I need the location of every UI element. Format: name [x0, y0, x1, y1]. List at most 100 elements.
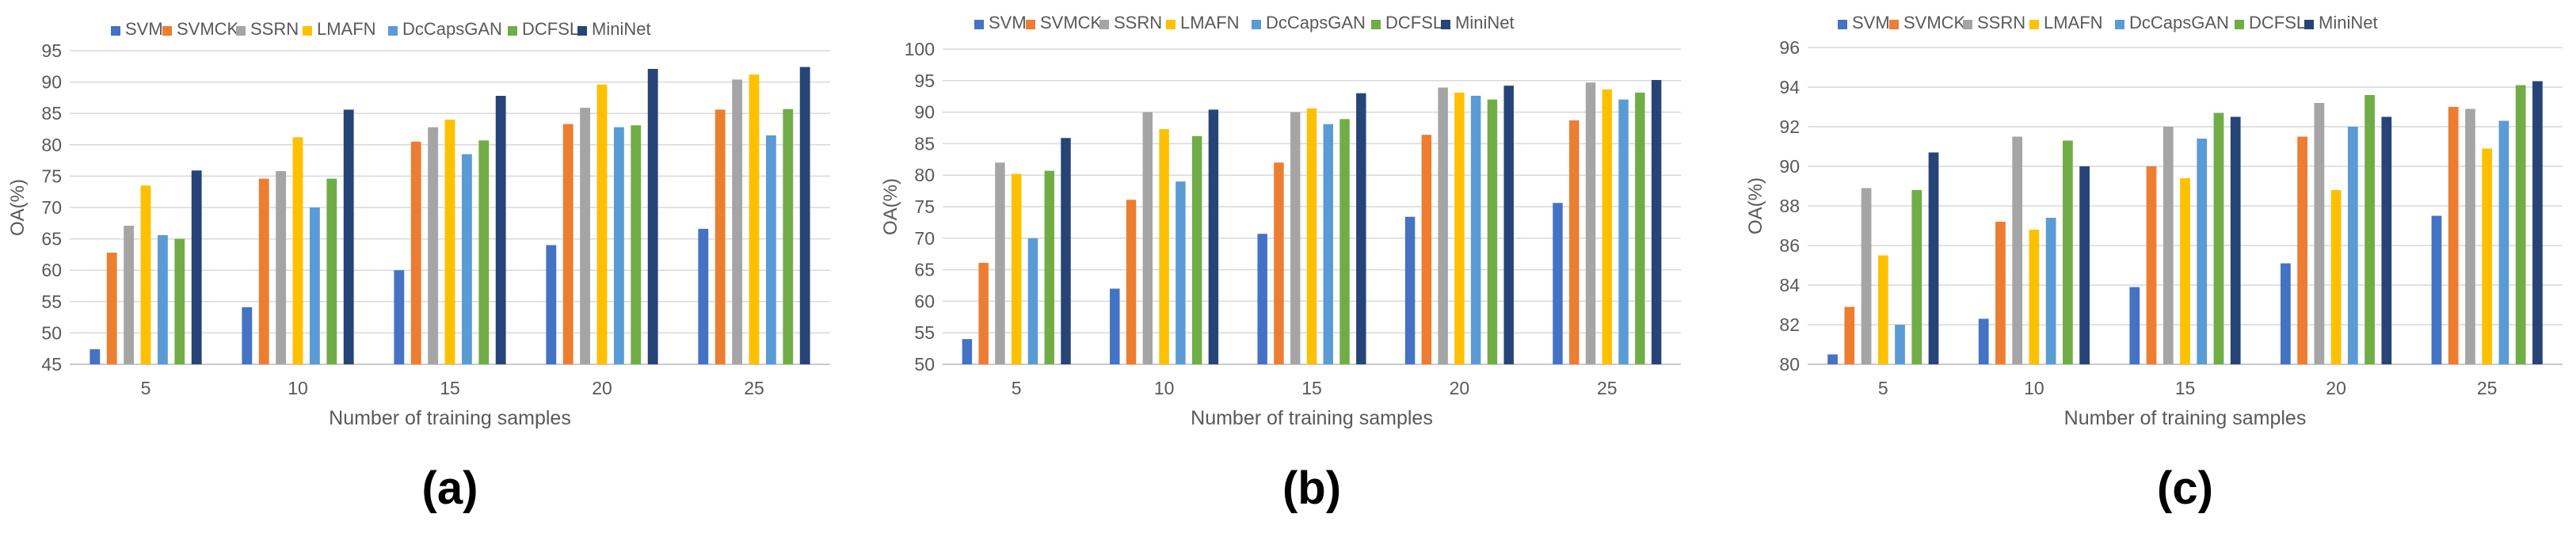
y-tick-label: 55 [41, 291, 62, 312]
legend-label-dcfsl: DCFSL [1385, 13, 1442, 32]
legend-label-svmck: SVMCK [177, 19, 239, 39]
bar-svm-25 [698, 228, 709, 364]
chart-panel-2: 50 55 60 65 70 75 80 85 90 95 100 5 10 15 20 25 Number o… [880, 13, 1681, 514]
bar-dcfsl-10 [2063, 140, 2073, 364]
bar-dcfsl-10 [1191, 135, 1202, 364]
bar-mininet-15 [495, 96, 506, 365]
legend-swatch-lmafn [303, 26, 312, 36]
legend-swatch-dcfsl [1371, 20, 1381, 29]
x-tick-label: 25 [744, 378, 764, 398]
bar-dcfsl-25 [2515, 85, 2526, 364]
bar-lmafn-25 [749, 74, 760, 364]
y-tick-label: 90 [41, 72, 62, 93]
panel-label: (c) [2157, 463, 2213, 514]
y-tick-label: 100 [905, 39, 935, 59]
x-tick-label: 15 [2175, 378, 2196, 398]
legend-label-ssrn: SSRN [1977, 13, 2025, 32]
bar-lmafn-20 [1454, 92, 1465, 364]
y-tick-label: 82 [1779, 314, 1800, 335]
bar-svmck-10 [258, 178, 269, 364]
bar-svmck-10 [1995, 222, 2006, 364]
chart-panel-3: 80 82 84 86 88 90 92 94 96 5 10 15 20 25 Number of tra… [1745, 13, 2563, 514]
bar-svm-10 [1978, 318, 1989, 364]
legend-swatch-dcfsl [2235, 20, 2244, 29]
bar-lmafn-5 [1011, 173, 1022, 364]
bar-mininet-5 [191, 170, 202, 364]
bar-dccapsgan-20 [613, 127, 624, 364]
bar-dcfsl-20 [631, 125, 642, 365]
bar-ssrn-20 [2314, 103, 2325, 364]
bar-lmafn-5 [1877, 255, 1888, 364]
bar-ssrn-15 [1290, 112, 1301, 364]
bar-svmck-20 [1421, 135, 1432, 365]
bar-dcfsl-15 [2213, 112, 2224, 364]
x-tick-label: 5 [1012, 378, 1022, 398]
y-tick-label: 50 [41, 322, 62, 343]
bar-svm-5 [1827, 354, 1838, 364]
legend-label-lmafn: LMAFN [2044, 13, 2103, 32]
legend-label-mininet: MiniNet [2319, 13, 2378, 32]
legend-label-lmafn: LMAFN [317, 19, 376, 39]
bar-dcfsl-25 [1635, 92, 1645, 364]
legend-swatch-dcfsl [508, 26, 517, 36]
y-tick-label: 70 [41, 197, 62, 218]
x-axis-label: Number of training samples [2064, 407, 2307, 429]
x-tick-label: 5 [141, 378, 151, 398]
bar-svmck-10 [1126, 200, 1137, 364]
bar-svm-20 [1404, 216, 1416, 364]
x-axis-label: Number of training samples [329, 407, 571, 429]
y-tick-label: 85 [914, 133, 935, 154]
legend-label-lmafn: LMAFN [1180, 13, 1240, 32]
y-tick-label: 70 [914, 228, 935, 249]
bar-ssrn-10 [1142, 112, 1153, 364]
y-tick-label: 92 [1779, 116, 1800, 137]
bar-lmafn-20 [2330, 190, 2342, 364]
legend-label-ssrn: SSRN [250, 19, 299, 39]
legend-swatch-svm [111, 26, 120, 36]
bar-ssrn-5 [1861, 188, 1872, 364]
legend-label-dccapsgan: DcCapsGAN [2129, 13, 2229, 32]
bar-lmafn-15 [444, 120, 455, 364]
legend-swatch-dccapsgan [388, 26, 398, 36]
bar-mininet-20 [1503, 86, 1514, 364]
x-tick-label: 15 [440, 378, 460, 398]
legend-swatch-ssrn [1963, 20, 1972, 29]
y-axis-label: OA(%) [1745, 177, 1766, 234]
bar-dcfsl-20 [1487, 99, 1498, 365]
bar-dccapsgan-15 [1323, 124, 1334, 364]
bar-dccapsgan-15 [461, 154, 472, 364]
bar-lmafn-25 [2482, 148, 2493, 364]
legend-swatch-svmck [162, 26, 172, 36]
bar-dccapsgan-5 [1895, 325, 1905, 364]
bar-lmafn-5 [140, 185, 151, 364]
bar-svm-20 [2281, 263, 2291, 364]
y-tick-label: 50 [914, 354, 935, 375]
legend-label-ssrn: SSRN [1114, 13, 1162, 32]
bar-svmck-15 [2146, 166, 2157, 364]
y-tick-label: 90 [914, 102, 935, 123]
bar-mininet-5 [1928, 152, 1939, 364]
x-axis-label: Number of training samples [1191, 407, 1433, 429]
bar-lmafn-10 [2029, 230, 2040, 364]
x-tick-label: 15 [1301, 378, 1322, 398]
y-tick-label: 75 [914, 196, 935, 217]
legend-swatch-mininet [2304, 20, 2314, 29]
bar-ssrn-20 [580, 108, 591, 364]
bar-lmafn-20 [596, 84, 608, 364]
legend-label-svm: SVM [1852, 13, 1890, 32]
bar-dcfsl-25 [783, 109, 794, 364]
y-tick-label: 90 [1779, 156, 1800, 177]
bar-dccapsgan-10 [1176, 181, 1186, 364]
legend-swatch-svm [974, 20, 984, 29]
bar-svm-5 [962, 339, 973, 364]
y-tick-label: 45 [41, 354, 62, 375]
bar-lmafn-15 [1306, 108, 1317, 364]
x-tick-label: 20 [1450, 378, 1470, 398]
bar-ssrn-5 [124, 225, 135, 364]
legend-label-dccapsgan: DcCapsGAN [402, 19, 502, 39]
bar-svmck-5 [978, 262, 989, 364]
bar-svm-5 [90, 348, 101, 364]
y-tick-label: 65 [914, 260, 935, 280]
bar-dccapsgan-25 [2498, 120, 2509, 364]
